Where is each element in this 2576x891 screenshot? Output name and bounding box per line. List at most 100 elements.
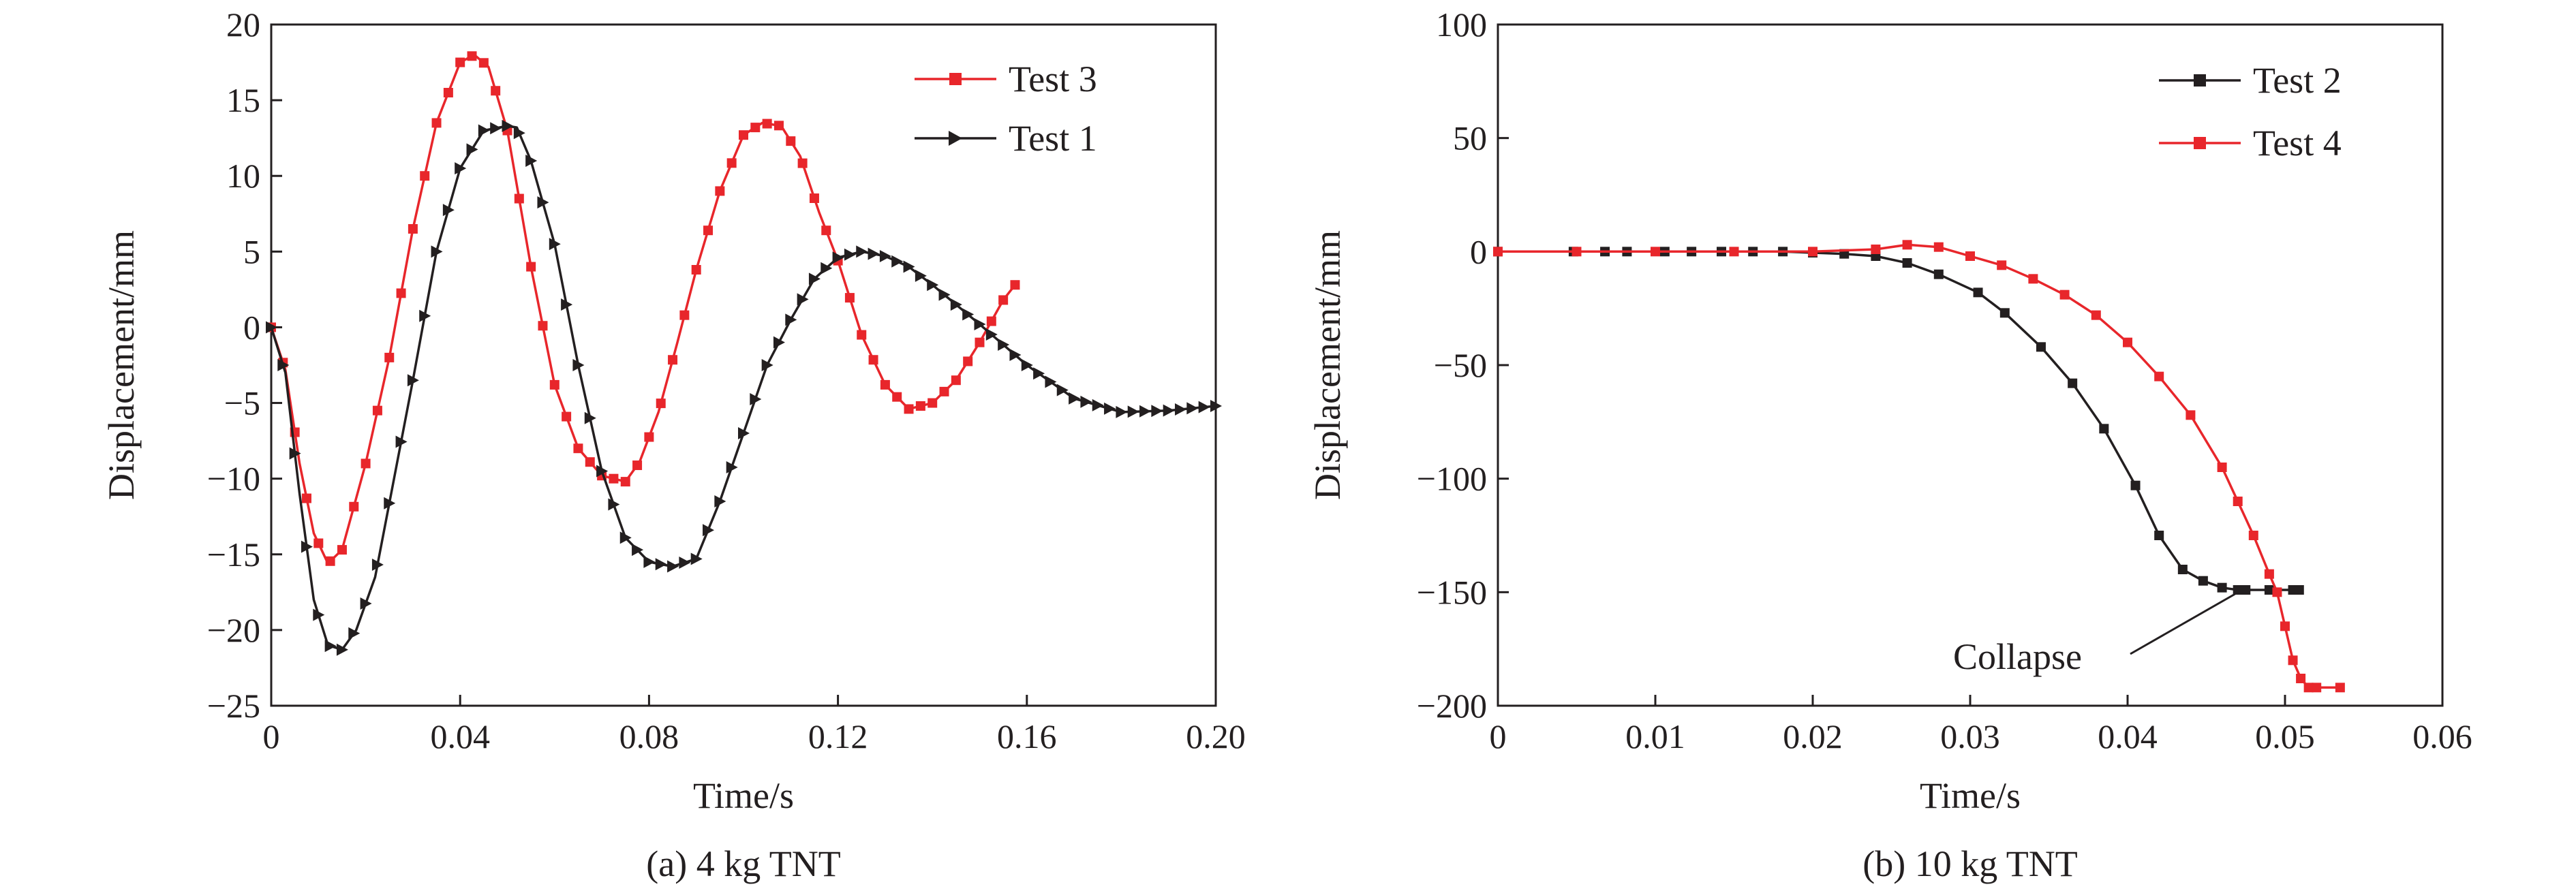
data-point-test-1 [513,127,525,140]
data-point-test-3 [998,295,1009,305]
data-point-test-1 [301,540,313,553]
legend-marker-test-2 [2194,74,2206,87]
data-point-test-1 [490,122,502,135]
data-point-test-1 [1056,384,1069,396]
data-point-test-2 [1902,258,1912,268]
data-point-test-1 [1127,405,1139,418]
data-point-test-3 [904,404,914,414]
data-point-test-2 [2294,585,2304,595]
data-point-test-3 [797,158,808,168]
data-point-test-1 [703,524,715,537]
data-point-test-1 [525,155,538,167]
data-point-test-1 [596,465,609,478]
data-point-test-3 [762,119,772,129]
panel-a-y-axis-title: Displacement/mm [101,230,142,500]
x-tick-label: 0.02 [1783,717,1843,755]
data-point-test-1 [1033,367,1045,380]
x-tick-label: 0 [263,717,280,755]
data-point-test-1 [667,560,679,573]
data-point-test-1 [750,393,762,405]
data-point-test-3 [679,310,690,320]
data-point-test-2 [2241,585,2251,595]
panel-b-legend: Test 2 Test 4 [2159,60,2342,163]
data-point-test-4 [2303,683,2314,693]
data-point-test-1 [455,162,467,175]
y-tick-label: −10 [207,460,260,498]
collapse-leader-line [2130,593,2236,655]
data-point-test-1 [738,427,750,439]
data-point-test-3 [562,411,572,422]
legend-label-test-4: Test 4 [2253,123,2342,163]
data-point-test-1 [962,308,975,321]
data-point-test-1 [998,339,1010,351]
panel-a-ticks: 0 0.04 0.08 0.12 0.16 0.20 20 15 10 5 0 −5 −10 −15 −20… [207,5,1246,755]
data-point-test-1 [832,251,844,264]
data-point-test-1 [266,321,277,334]
data-point-test-2 [2130,480,2141,490]
data-point-test-3 [301,493,311,503]
x-tick-label: 0.12 [808,717,868,755]
panel-b-y-axis-title: Displacement/mm [1307,230,1348,500]
data-point-test-3 [384,352,395,362]
data-point-test-1 [974,318,986,330]
data-point-test-2 [2233,585,2243,595]
data-point-test-3 [585,457,595,467]
data-point-test-3 [491,86,501,96]
data-point-test-1 [891,255,904,268]
x-tick-label: 0.03 [1940,717,2000,755]
data-point-test-1 [655,558,667,571]
data-point-test-3 [656,398,666,409]
data-point-test-1 [985,328,998,341]
data-point-test-3 [809,193,819,203]
series-test-1 [266,119,1222,656]
y-tick-label: 5 [243,232,260,270]
data-point-test-1 [478,124,490,137]
data-point-test-4 [2288,655,2298,666]
data-point-test-3 [361,458,371,469]
data-point-test-1 [336,643,348,656]
panel-b-series [1493,240,2345,693]
data-point-test-2 [1973,287,1983,298]
data-point-test-1 [1139,405,1152,418]
y-tick-label: 100 [1436,5,1487,44]
data-point-test-1 [289,447,301,460]
data-point-test-3 [773,121,784,131]
data-point-test-3 [408,224,418,234]
data-point-test-1 [1009,349,1022,361]
data-point-test-4 [1571,247,1582,257]
data-point-test-1 [690,552,703,565]
data-point-test-3 [632,460,643,471]
data-point-test-1 [1210,400,1222,412]
data-point-test-1 [572,359,585,371]
y-tick-label: −200 [1417,687,1487,725]
data-point-test-1 [360,597,372,610]
data-point-test-1 [466,143,478,156]
y-tick-label: 0 [243,308,260,346]
data-point-test-4 [2217,463,2227,472]
data-point-test-1 [797,293,809,306]
panel-b-chart: 0 0.01 0.02 0.03 0.04 0.05 0.06 100 50 0 −50 −100 −1… [1307,5,2472,884]
data-point-test-1 [761,359,773,371]
data-point-test-1 [1175,403,1187,416]
data-point-test-4 [1651,247,1660,257]
legend-label-test-3: Test 3 [1009,59,1097,99]
series-line-test-3 [270,53,1019,565]
series-line-test-1 [270,125,1216,651]
data-point-test-4 [1729,247,1739,257]
data-point-test-3 [857,330,867,340]
panel-a-caption: (a) 4 kg TNT [646,843,840,884]
data-point-test-2 [2217,582,2227,593]
x-tick-label: 0.08 [619,717,679,755]
data-point-test-3 [844,293,855,303]
data-point-test-3 [313,538,324,548]
data-point-test-3 [644,432,654,442]
data-point-test-1 [348,627,361,640]
data-point-test-4 [2123,337,2132,347]
data-point-test-3 [549,379,559,390]
collapse-annotation: Collapse [1953,593,2236,677]
data-point-test-3 [443,88,453,97]
data-point-test-1 [619,531,632,544]
data-point-test-1 [903,260,915,273]
data-point-test-1 [442,204,455,217]
data-point-test-3 [372,405,382,416]
